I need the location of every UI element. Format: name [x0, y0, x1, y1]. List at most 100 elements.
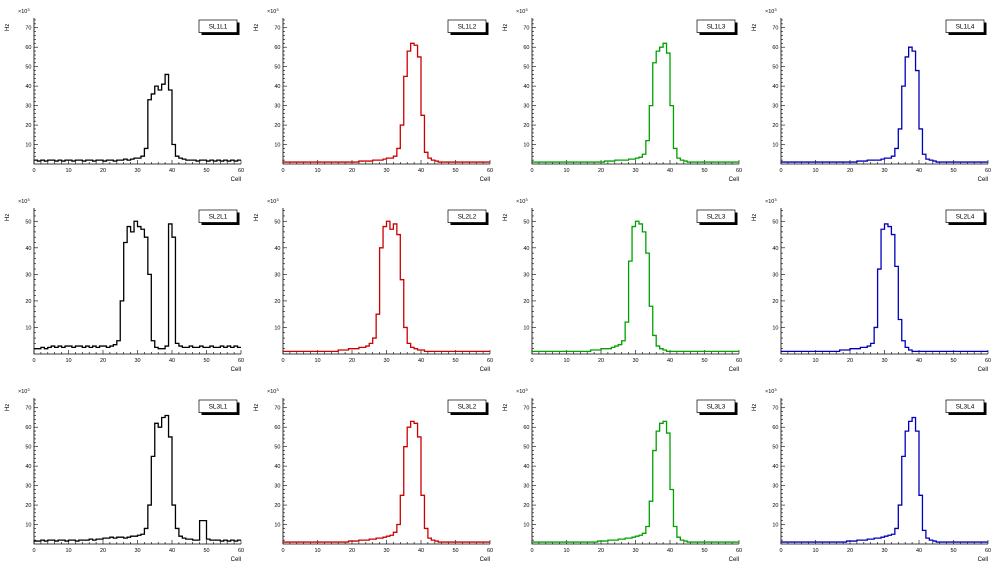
y-tick-label: 60 — [523, 425, 529, 431]
y-axis-title: Hz — [5, 24, 11, 31]
x-tick-label: 20 — [349, 358, 355, 364]
panel-label: SL2L2 — [458, 214, 477, 221]
x-tick-label: 50 — [452, 548, 458, 554]
x-axis-title: Cell — [729, 557, 739, 563]
x-axis-title: Cell — [231, 557, 241, 563]
axis-lines — [780, 18, 988, 165]
y-axis-multiplier: ×103 — [516, 7, 528, 15]
x-tick-label: 60 — [487, 548, 493, 554]
y-tick-label: 50 — [772, 219, 778, 225]
x-tick-label: 50 — [950, 548, 956, 554]
panel-label-box: SL2L4 — [945, 209, 987, 225]
x-tick-label: 40 — [169, 358, 175, 364]
histogram-line — [34, 73, 241, 162]
x-tick-label: 20 — [598, 168, 604, 174]
histogram-panel-SL2L3: 0 10 20 30 40 50 60 10 20 30 40 50 Cell Hz ×103 SL2L3 — [503, 197, 742, 373]
panel-label-box: SL1L2 — [447, 19, 489, 35]
panel-label-box: SL3L2 — [447, 399, 489, 415]
x-tick-label: 50 — [452, 168, 458, 174]
y-tick-label: 60 — [25, 425, 31, 431]
y-tick-label: 50 — [274, 219, 280, 225]
x-axis-title: Cell — [480, 177, 490, 183]
y-tick-label: 40 — [523, 464, 529, 470]
y-axis-multiplier: ×103 — [267, 197, 279, 205]
y-tick-label: 40 — [25, 246, 31, 252]
x-tick-label: 60 — [985, 168, 991, 174]
x-tick-label: 30 — [134, 548, 140, 554]
axis-ticks — [531, 210, 740, 354]
x-tick-label: 20 — [847, 168, 853, 174]
y-tick-label: 70 — [523, 406, 529, 412]
x-tick-label: 50 — [203, 358, 209, 364]
y-tick-label: 60 — [25, 45, 31, 51]
axis-tick-labels: 0 10 20 30 40 50 60 10 20 30 40 50 60 70 — [523, 406, 742, 554]
y-tick-label: 10 — [25, 325, 31, 331]
x-tick-label: 10 — [812, 548, 818, 554]
histogram-panel-SL3L4: 0 10 20 30 40 50 60 10 20 30 40 50 60 70 Cell Hz ×103 SL3… — [752, 387, 991, 563]
axis-tick-labels: 0 10 20 30 40 50 60 10 20 30 40 50 — [772, 219, 991, 364]
y-tick-label: 20 — [274, 503, 280, 509]
histogram-line — [781, 223, 988, 352]
histogram-line — [781, 46, 988, 163]
x-axis-title: Cell — [729, 367, 739, 373]
histogram-line — [34, 414, 241, 542]
x-tick-label: 30 — [383, 358, 389, 364]
x-tick-label: 10 — [314, 548, 320, 554]
y-tick-label: 40 — [772, 246, 778, 252]
x-tick-label: 30 — [383, 168, 389, 174]
x-tick-label: 10 — [563, 358, 569, 364]
y-tick-label: 20 — [25, 503, 31, 509]
histogram-panel-SL1L3: 0 10 20 30 40 50 60 10 20 30 40 50 60 70 Cell Hz ×103 SL1… — [503, 7, 742, 183]
panel-label-box: SL2L2 — [447, 209, 489, 225]
y-tick-label: 70 — [25, 26, 31, 32]
x-tick-label: 30 — [632, 168, 638, 174]
y-tick-label: 10 — [274, 325, 280, 331]
y-tick-label: 20 — [772, 299, 778, 305]
y-axis-multiplier: ×103 — [765, 387, 777, 395]
panel-label: SL1L3 — [707, 24, 726, 31]
panel-label-box: SL2L1 — [198, 209, 240, 225]
panel-label-box: SL2L3 — [696, 209, 738, 225]
y-tick-label: 70 — [25, 406, 31, 412]
y-tick-label: 10 — [25, 143, 31, 149]
x-tick-label: 50 — [701, 358, 707, 364]
y-axis-title: Hz — [254, 214, 260, 221]
axis-ticks — [780, 210, 989, 354]
y-axis-multiplier: ×103 — [765, 197, 777, 205]
y-tick-label: 30 — [523, 484, 529, 490]
y-tick-label: 40 — [274, 246, 280, 252]
y-axis-title: Hz — [5, 404, 11, 411]
y-axis-title: Hz — [254, 24, 260, 31]
panel-label-box: SL1L3 — [696, 19, 738, 35]
y-axis-title: Hz — [503, 404, 509, 411]
y-tick-label: 70 — [523, 26, 529, 32]
x-tick-label: 60 — [985, 358, 991, 364]
axis-lines — [282, 208, 490, 355]
y-tick-label: 70 — [772, 26, 778, 32]
panel-label: SL2L3 — [707, 214, 726, 221]
x-tick-label: 10 — [812, 358, 818, 364]
axis-tick-labels: 0 10 20 30 40 50 60 10 20 30 40 50 — [274, 219, 493, 364]
histogram-panel-SL1L2: 0 10 20 30 40 50 60 10 20 30 40 50 60 70 Cell Hz ×103 SL1… — [254, 7, 493, 183]
histogram-panel-SL2L1: 0 10 20 30 40 50 60 10 20 30 40 50 Cell Hz ×103 SL2L1 — [5, 197, 244, 373]
axis-ticks — [33, 19, 242, 164]
x-tick-label: 50 — [701, 168, 707, 174]
y-tick-label: 20 — [274, 299, 280, 305]
y-tick-label: 60 — [772, 425, 778, 431]
axis-tick-labels: 0 10 20 30 40 50 60 10 20 30 40 50 — [25, 219, 244, 364]
x-tick-label: 10 — [563, 168, 569, 174]
x-tick-label: 40 — [169, 548, 175, 554]
x-tick-label: 30 — [134, 168, 140, 174]
axis-lines — [780, 398, 988, 545]
y-tick-label: 40 — [772, 84, 778, 90]
panel-label: SL1L2 — [458, 24, 477, 31]
x-tick-label: 40 — [916, 548, 922, 554]
axis-tick-labels: 0 10 20 30 40 50 60 10 20 30 40 50 60 70 — [523, 26, 742, 174]
y-tick-label: 10 — [523, 143, 529, 149]
y-tick-label: 60 — [772, 45, 778, 51]
y-axis-title: Hz — [752, 24, 758, 31]
panel-label: SL2L4 — [956, 214, 975, 221]
y-tick-label: 60 — [523, 45, 529, 51]
y-axis-multiplier: ×103 — [765, 7, 777, 15]
